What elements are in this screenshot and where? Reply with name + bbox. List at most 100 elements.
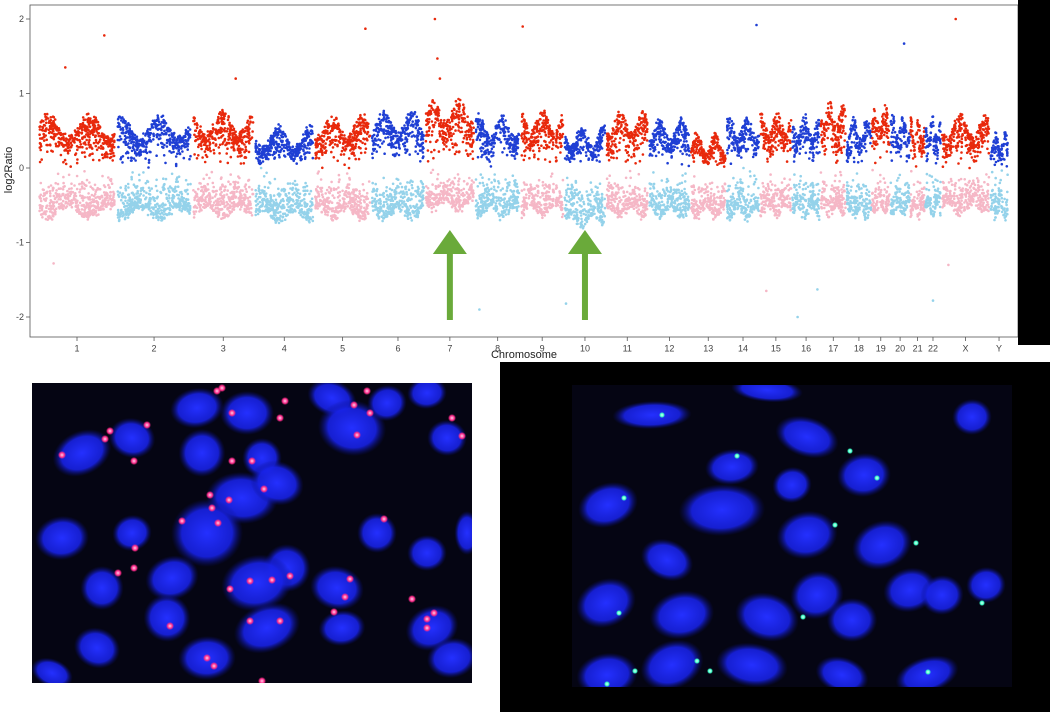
gain-point: [142, 150, 145, 153]
gain-point: [308, 151, 311, 154]
gain-point: [269, 140, 273, 144]
loss-point: [40, 205, 44, 209]
loss-point: [64, 193, 68, 197]
gain-point: [121, 116, 124, 119]
loss-point: [290, 204, 293, 207]
gain-point: [329, 142, 333, 145]
gain-point: [421, 141, 425, 145]
loss-point: [256, 197, 259, 201]
gain-point: [92, 141, 96, 145]
gain-point: [198, 136, 202, 139]
gain-point: [200, 147, 203, 151]
gain-point: [254, 146, 257, 150]
loss-point: [283, 218, 287, 221]
loss-point: [406, 215, 409, 218]
loss-point: [145, 191, 148, 195]
gain-point: [353, 124, 357, 127]
loss-point: [327, 186, 331, 189]
gain-point: [118, 115, 121, 119]
loss-point: [434, 209, 438, 213]
loss-point: [39, 181, 43, 185]
gain-point: [103, 152, 107, 156]
gain-point: [501, 151, 504, 154]
gain-point: [268, 153, 272, 157]
loss-point: [106, 196, 109, 200]
gain-point: [409, 124, 413, 127]
loss-point: [286, 203, 289, 206]
gain-point: [359, 124, 363, 127]
gain-point: [130, 137, 133, 141]
loss-point: [103, 185, 107, 189]
loss-point: [232, 202, 235, 206]
gain-point: [469, 152, 472, 156]
gain-point: [98, 140, 101, 143]
gain-point: [74, 133, 77, 137]
gain-point: [88, 138, 91, 142]
loss-point: [67, 199, 71, 203]
gain-point: [68, 149, 71, 152]
gain-point: [438, 130, 442, 133]
gain-point: [254, 150, 258, 153]
gain-point: [386, 136, 390, 139]
gain-point: [450, 109, 454, 113]
gain-point: [405, 138, 409, 141]
gain-point: [364, 147, 368, 150]
loss-point: [371, 209, 375, 212]
gain-point: [353, 131, 356, 134]
gain-point: [463, 134, 467, 137]
loss-point: [279, 199, 283, 203]
loss-point: [76, 207, 79, 210]
loss-point: [404, 185, 408, 188]
gain-point: [287, 153, 291, 156]
gain-point: [231, 125, 234, 128]
gain-point: [357, 121, 361, 125]
loss-point: [269, 193, 272, 197]
loss-point: [75, 174, 79, 178]
loss-point: [490, 187, 493, 191]
loss-point: [302, 197, 306, 201]
loss-point: [336, 210, 339, 213]
gain-point: [455, 143, 458, 147]
gain-point: [95, 148, 99, 152]
loss-point: [421, 182, 425, 186]
gain-point: [239, 162, 243, 165]
loss-point: [61, 199, 65, 203]
loss-point: [293, 179, 297, 183]
loss-point: [188, 204, 192, 208]
loss-point: [107, 199, 110, 202]
loss-point: [78, 182, 81, 186]
loss-point: [118, 213, 121, 216]
gain-point: [51, 150, 54, 153]
loss-point: [336, 191, 340, 194]
loss-point: [316, 172, 320, 175]
gain-point: [430, 120, 434, 123]
loss-point: [481, 181, 485, 185]
gain-point: [223, 122, 226, 125]
loss-point: [462, 194, 465, 198]
loss-point: [122, 202, 126, 205]
gain-point: [207, 135, 210, 138]
loss-point: [398, 199, 402, 203]
loss-point: [226, 202, 230, 206]
gain-point: [470, 128, 473, 132]
loss-point: [53, 197, 57, 201]
loss-point: [119, 186, 122, 189]
gain-point: [294, 155, 297, 158]
loss-point: [471, 190, 474, 193]
loss-point: [158, 205, 162, 208]
loss-point: [326, 196, 329, 200]
gain-point: [260, 150, 264, 154]
gain-point: [91, 119, 95, 123]
gain-point: [424, 139, 428, 143]
gain-point: [340, 149, 344, 153]
gain-point: [420, 130, 424, 134]
gain-point: [109, 145, 112, 148]
loss-point: [291, 193, 295, 196]
loss-point: [294, 193, 298, 197]
gain-point: [124, 140, 128, 144]
gain-point: [40, 137, 44, 140]
gain-point: [109, 155, 113, 159]
gain-point: [182, 135, 186, 138]
loss-point: [187, 202, 191, 205]
gain-point: [306, 132, 309, 136]
